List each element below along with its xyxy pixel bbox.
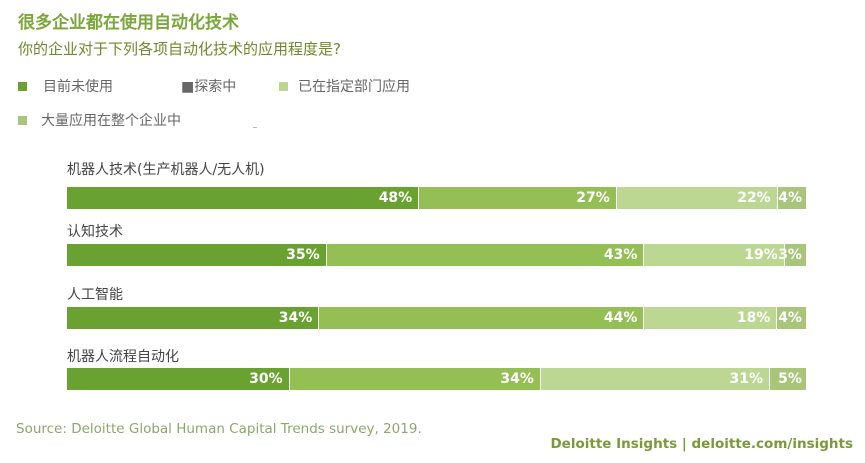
data-label: 48% xyxy=(378,190,413,206)
data-label: 35% xyxy=(286,247,320,263)
data-label: 4% xyxy=(778,310,802,326)
data-label: 27% xyxy=(576,190,610,206)
data-label: 34% xyxy=(500,371,534,387)
data-label: 30% xyxy=(249,371,283,387)
category-label: 认知技术 xyxy=(67,224,123,240)
legend-swatch-departments xyxy=(279,81,288,91)
category-label: 人工智能 xyxy=(67,287,123,303)
bar-segment: 34% xyxy=(67,307,319,329)
legend-item-departments: 已在指定部门应用 xyxy=(279,76,410,96)
legend-label-enterprise: 大量应用在整个企业中 xyxy=(41,113,181,129)
bar-segment: 18% xyxy=(643,307,777,329)
bar-segment: 34% xyxy=(288,368,540,390)
bar-segment: 27% xyxy=(418,187,616,209)
bar-segment: 35% xyxy=(67,244,326,266)
chart-title: 很多企业都在使用自动化技术 xyxy=(18,13,239,33)
data-label: 19% xyxy=(744,247,778,263)
data-label: 4% xyxy=(778,190,802,206)
bar-segment: 44% xyxy=(318,307,644,329)
legend-swatch-enterprise xyxy=(18,115,27,125)
data-label: 34% xyxy=(278,310,313,326)
bar-row: 34% 44% 18% 4% xyxy=(67,307,806,329)
bar-segment: 4% xyxy=(776,187,806,209)
data-label: 43% xyxy=(603,247,638,263)
bar-row: 48% 27% 22% 4% xyxy=(67,187,806,209)
category-label: 机器人流程自动化 xyxy=(67,349,179,365)
data-label: 18% xyxy=(736,310,771,326)
legend-label-departments: 已在指定部门应用 xyxy=(298,79,410,95)
legend-label-not-using: 目前未使用 xyxy=(43,79,113,95)
bar-row: 30% 34% 31% 5% xyxy=(67,368,806,390)
legend-swatch-not-using xyxy=(18,81,27,91)
bar-segment: 4% xyxy=(776,307,806,329)
bar-segment: 3% xyxy=(778,244,806,266)
legend-item-not-using: 目前未使用 xyxy=(18,76,113,96)
data-label: 31% xyxy=(729,371,764,387)
legend-item-exploring: ■探索中 xyxy=(181,76,236,96)
footer-credit: Deloitte Insights | deloitte.com/insight… xyxy=(550,436,853,452)
bar-segment: 30% xyxy=(67,368,289,390)
category-label: 机器人技术(生产机器人/无人机) xyxy=(67,162,265,178)
legend-divider xyxy=(253,127,257,128)
bar-segment: 43% xyxy=(325,244,644,266)
legend-item-enterprise: 大量应用在整个企业中 xyxy=(18,110,181,130)
bar-segment: 5% xyxy=(769,368,806,390)
data-label: 5% xyxy=(778,371,802,387)
data-label: 22% xyxy=(737,190,771,206)
chart-subtitle: 你的企业对于下列各项自动化技术的应用程度是? xyxy=(18,40,341,58)
bar-segment: 19% xyxy=(643,244,784,266)
legend-label-exploring: ■探索中 xyxy=(181,79,237,95)
bar-row: 35% 43% 19% 3% xyxy=(67,244,806,266)
source-note: Source: Deloitte Global Human Capital Tr… xyxy=(16,421,422,437)
bar-segment: 48% xyxy=(67,187,419,209)
bar-segment: 31% xyxy=(539,368,770,390)
data-label: 44% xyxy=(603,310,638,326)
bar-segment: 22% xyxy=(615,187,777,209)
data-label: 3% xyxy=(778,247,802,263)
